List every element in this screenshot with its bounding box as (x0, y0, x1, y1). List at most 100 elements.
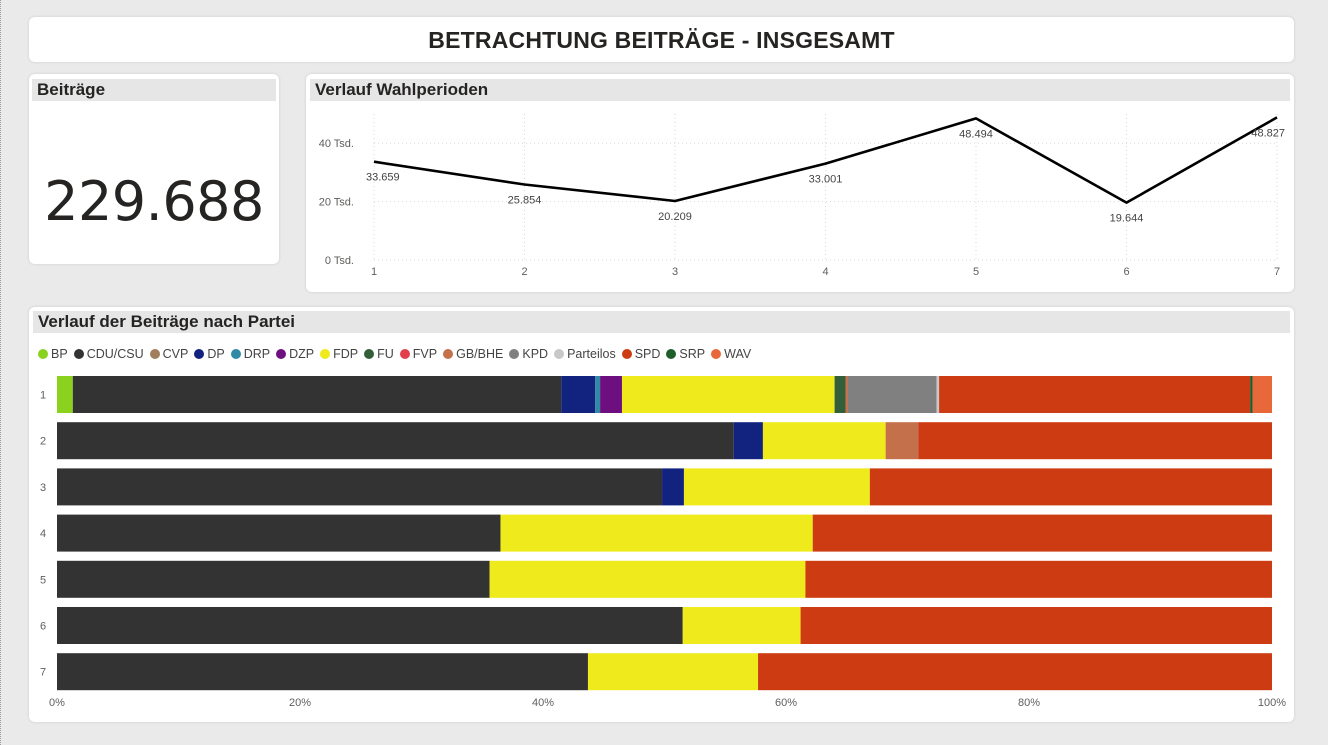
bar-segment[interactable] (57, 422, 734, 460)
bar-segment[interactable] (918, 422, 1272, 460)
legend-label: FDP (333, 347, 359, 361)
legend-marker (711, 349, 722, 359)
bar-segment[interactable] (939, 376, 1251, 413)
bar-segment[interactable] (885, 422, 919, 460)
legend-item[interactable]: DRP (230, 347, 271, 361)
legend-item[interactable]: Parteilos (554, 347, 616, 361)
bar-segment[interactable] (805, 560, 1272, 598)
legend-label: KPD (522, 347, 549, 361)
kpi-value: 229.688 (44, 170, 264, 233)
category-label: 5 (40, 574, 46, 586)
data-label: 48.827 (1251, 127, 1285, 139)
bar-segment[interactable] (489, 560, 806, 598)
kpi-card-beitraege[interactable]: Beiträge 229.688 (29, 74, 279, 264)
x-tick-label: 5 (973, 266, 979, 278)
bar-segment[interactable] (595, 376, 601, 413)
x-tick-label: 7 (1274, 266, 1280, 278)
legend-label: CVP (162, 347, 189, 361)
bar-chart-title: Verlauf der Beiträge nach Partei (33, 311, 1290, 333)
bar-segment[interactable] (57, 560, 490, 598)
x-tick-label: 2 (521, 266, 527, 278)
legend-item[interactable]: SRP (666, 347, 705, 361)
legend-item[interactable]: FDP (320, 347, 358, 361)
bar-segment[interactable] (800, 607, 1272, 644)
y-tick-label: 40 Tsd. (319, 138, 354, 150)
bar-segment[interactable] (587, 653, 759, 691)
y-tick-label: 20 Tsd. (319, 197, 354, 209)
data-label: 48.494 (959, 128, 993, 140)
legend-label: SPD (634, 347, 661, 361)
bar-segment[interactable] (733, 422, 763, 460)
legend-marker (443, 349, 454, 359)
legend-item[interactable]: FVP (399, 347, 438, 361)
category-label: 3 (40, 482, 46, 494)
series-line[interactable] (373, 116, 1278, 204)
bar-segment[interactable] (869, 468, 1272, 506)
bar-segment[interactable] (1252, 376, 1272, 413)
data-label: 33.659 (366, 172, 400, 184)
x-tick-label: 3 (672, 266, 678, 278)
canvas-left-edge (0, 0, 3, 745)
legend-label: GB/BHE (456, 347, 504, 361)
legend-item[interactable]: DP (194, 347, 225, 361)
bar-segment[interactable] (600, 376, 622, 413)
kpi-title: Beiträge (32, 79, 276, 101)
bar-chart-card[interactable]: Verlauf der Beiträge nach Partei BP CDU/C… (29, 307, 1294, 722)
bar-segment[interactable] (762, 422, 886, 460)
bar-segment[interactable] (72, 376, 562, 413)
bar-segment[interactable] (662, 468, 684, 506)
stacked-bar-chart[interactable]: 1 2 3 4 5 6 7 0% 20% 40% 60% 80% 100% (29, 307, 1294, 722)
legend-marker (554, 349, 565, 359)
category-label: 7 (40, 667, 46, 679)
bar-segment[interactable] (834, 376, 846, 413)
x-tick-label: 1 (371, 266, 377, 278)
line-chart-title: Verlauf Wahlperioden (310, 79, 1290, 101)
legend-label: DP (207, 347, 225, 361)
legend-label: DRP (243, 347, 271, 361)
x-tick-label: 80% (1018, 697, 1040, 709)
bar-segment[interactable] (845, 376, 848, 413)
legend-item[interactable]: DZP (276, 347, 314, 361)
legend-item[interactable]: SPD (621, 347, 661, 361)
x-tick-label: 60% (775, 697, 797, 709)
bar-segment[interactable] (57, 514, 501, 552)
legend-label: BP (51, 347, 68, 361)
bar-segment[interactable] (561, 376, 596, 413)
bar-segment[interactable] (500, 514, 813, 552)
line-chart-card[interactable]: Verlauf Wahlperioden 0 Tsd. 20 Tsd. 40 Tsd… (306, 74, 1294, 292)
legend-marker (320, 349, 331, 359)
chart-legend: BP CDU/CSU CVP DP DRP DZP FDP FU FVP GB/BHE KPD Par… (38, 345, 757, 363)
legend-marker (149, 349, 160, 359)
legend-label: FVP (412, 347, 438, 361)
bar-segment[interactable] (683, 468, 870, 506)
legend-marker (364, 349, 375, 359)
legend-item[interactable]: BP (38, 347, 68, 361)
bar-segment[interactable] (57, 653, 588, 691)
legend-label: Parteilos (567, 347, 616, 361)
legend-item[interactable]: FU (364, 347, 394, 361)
bar-segment[interactable] (57, 607, 683, 644)
legend-marker (666, 349, 677, 359)
legend-item[interactable]: KPD (509, 347, 548, 361)
bar-segment[interactable] (57, 468, 663, 506)
legend-marker (38, 349, 48, 359)
legend-marker (621, 349, 632, 359)
x-tick-label: 4 (822, 266, 828, 278)
legend-marker (230, 349, 241, 359)
legend-item[interactable]: CDU/CSU (73, 347, 144, 361)
line-chart[interactable]: 0 Tsd. 20 Tsd. 40 Tsd. 1 2 3 4 5 6 7 33.659 25.854 2… (306, 74, 1294, 292)
legend-marker (276, 349, 287, 359)
legend-item[interactable]: GB/BHE (443, 347, 503, 361)
legend-item[interactable]: WAV (711, 347, 751, 361)
bar-segment[interactable] (57, 376, 73, 413)
legend-label: DZP (289, 347, 315, 361)
bar-segment[interactable] (1250, 376, 1253, 413)
bar-segment[interactable] (847, 376, 937, 413)
bar-segment[interactable] (621, 376, 835, 413)
x-tick-label: 0% (49, 697, 65, 709)
bar-segment[interactable] (758, 653, 1272, 691)
bar-segment[interactable] (812, 514, 1272, 552)
bar-segment[interactable] (936, 376, 940, 413)
legend-item[interactable]: CVP (149, 347, 189, 361)
bar-segment[interactable] (682, 607, 801, 644)
